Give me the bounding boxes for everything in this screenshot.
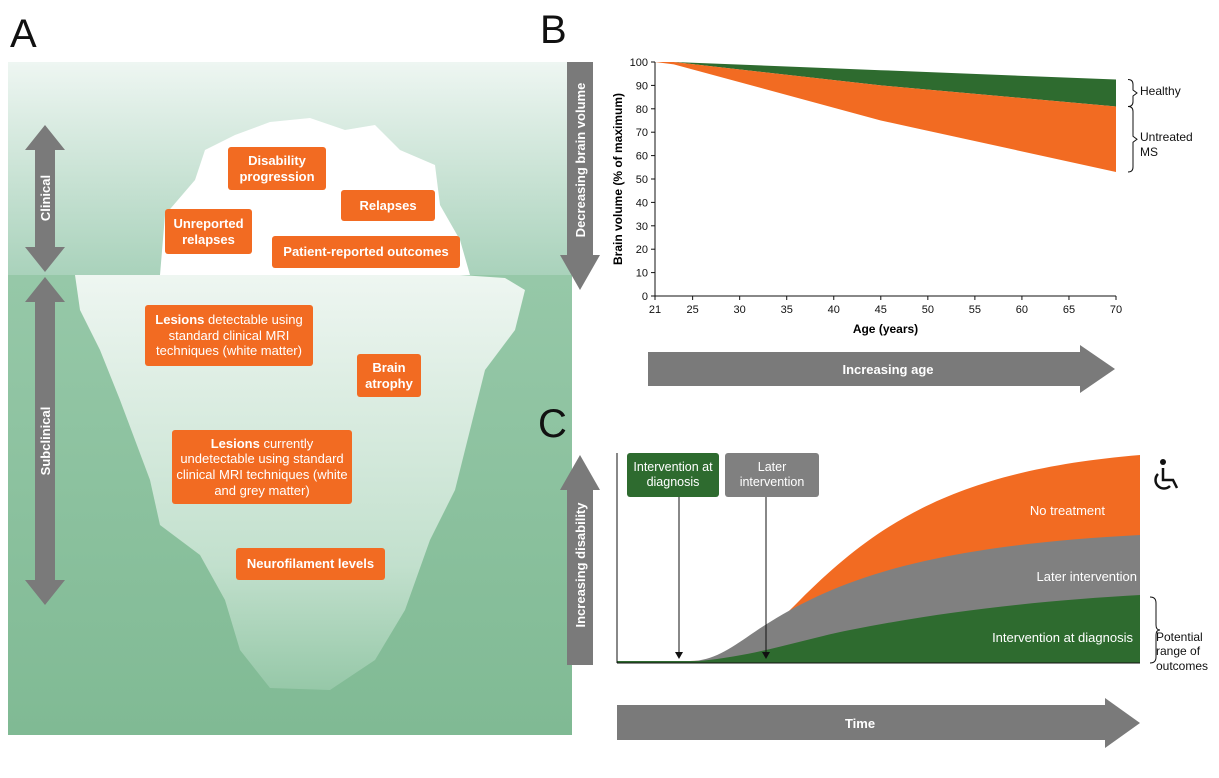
y-tick-label: 10 [636,268,648,280]
legend-entry-box: Healthy [1140,84,1219,118]
x-arrow-label: Increasing age [842,362,933,377]
y-tick-label: 30 [636,221,648,233]
iceberg-box: Disability progression [228,147,326,190]
area-label: No treatment [1030,503,1106,518]
brace-label: Potential range of outcomes [1156,630,1218,673]
x-tick-label: 40 [828,304,840,316]
box-bold: Lesions [211,436,260,451]
box-bold: Lesions [155,312,204,327]
panel-label: B [540,8,567,53]
y-tick-label: 100 [630,57,648,69]
figure: Clinical Subclinical Decreasing brain vo… [0,0,1219,778]
panel-label: A [10,12,37,57]
time-arrow [617,698,1140,748]
time-arrow-label: Time [845,716,875,731]
box-text: Patient-reported outcomes [283,244,448,260]
iceberg-box: Relapses [341,190,435,221]
callout: Intervention at diagnosis [627,453,719,497]
area-label: Intervention at diagnosis [992,630,1133,645]
x-tick-label: 60 [1016,304,1028,316]
box-text: Neurofilament levels [247,556,374,572]
x-tick-label: 21 [649,304,661,316]
x-tick-label: 65 [1063,304,1075,316]
box-normal: currently undetectable using standard cl… [176,436,347,498]
callout: Later intervention [725,453,819,497]
iceberg-box: Unreported relapses [165,209,252,254]
x-axis-title: Age (years) [853,322,918,336]
iceberg-box: Neurofilament levels [236,548,385,580]
x-tick-label: 55 [969,304,981,316]
y-axis-title: Brain volume (% of maximum) [611,93,625,265]
iceberg-box: Brain atrophy [357,354,421,397]
box-text: Brain atrophy [361,360,417,391]
subclinical-label: Subclinical [38,407,53,476]
panel-label: C [538,402,567,447]
y-tick-label: 50 [636,174,648,186]
y-tick-label: 90 [636,80,648,92]
diagnosis-pointer-head [675,652,683,659]
iceberg-box: Patient-reported outcomes [272,236,460,268]
iceberg-box: Lesions detectable using standard clinic… [145,305,313,366]
legend-entry-box: Untreated MS [1140,130,1219,164]
x-tick-label: 70 [1110,304,1122,316]
y-tick-label: 40 [636,197,648,209]
legend-entry: Healthy [1140,84,1195,98]
legend-brace [1128,80,1137,107]
x-tick-label: 25 [687,304,699,316]
y-tick-label: 60 [636,151,648,163]
area-label: Later intervention [1037,569,1137,584]
box-text: Relapses [359,198,416,214]
box-text: Disability progression [232,153,322,184]
iceberg-box: Lesions currently undetectable using sta… [172,430,352,504]
legend-brace [1128,106,1137,172]
y-tick-label: 20 [636,244,648,256]
box-text: Lesions currently undetectable using sta… [176,436,348,498]
brain-volume-chart: 0 10 20 30 40 50 60 70 80 90 100 21 25 30 35 40 45 50 55 60… [611,57,1219,336]
x-tick-label: 35 [781,304,793,316]
box-text: Lesions detectable using standard clinic… [149,312,309,359]
box-text: Unreported relapses [169,216,248,247]
figure-graphics: Clinical Subclinical Decreasing brain vo… [0,0,1219,778]
disability-arrow-label: Increasing disability [573,502,588,628]
wheelchair-icon [1156,459,1177,488]
x-tick-label: 30 [734,304,746,316]
x-tick-label: 45 [875,304,887,316]
y-arrow-label: Decreasing brain volume [573,83,588,238]
x-tick-label: 50 [922,304,934,316]
y-tick-label: 70 [636,127,648,139]
legend-entry: Untreated MS [1140,130,1195,159]
y-tick-label: 0 [642,291,648,303]
clinical-label: Clinical [38,175,53,221]
y-tick-label: 80 [636,104,648,116]
